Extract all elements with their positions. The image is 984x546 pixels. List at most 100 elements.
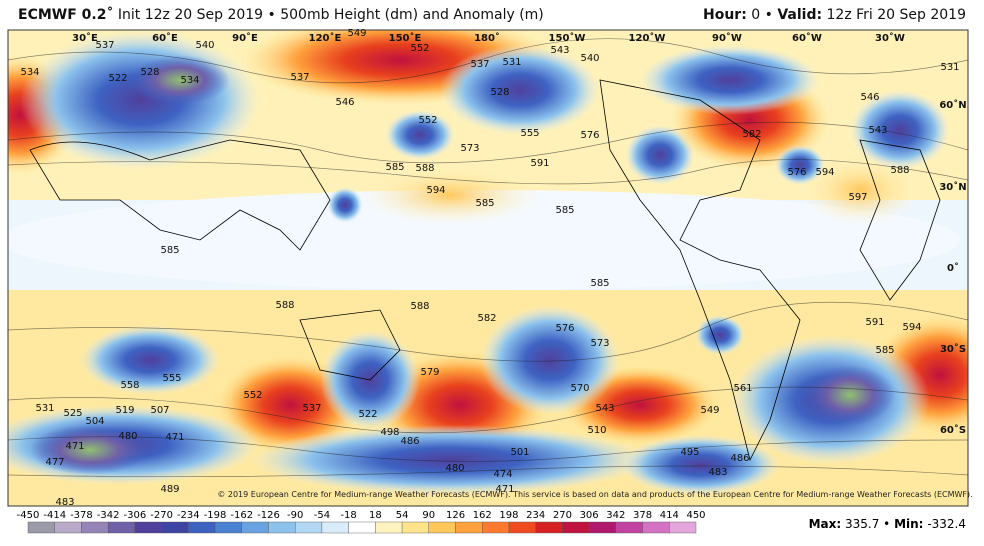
contour-label: 528 — [140, 67, 159, 78]
colorbar-segment — [642, 521, 670, 534]
height-contours — [8, 38, 968, 478]
colorbar-tick-label: -18 — [340, 510, 356, 521]
colorbar-segment — [348, 521, 376, 534]
colorbar-segment — [455, 521, 483, 534]
contour-label: 531 — [502, 57, 521, 68]
longitude-label: 30˚E — [72, 32, 98, 44]
contour-label: 558 — [120, 380, 139, 391]
stats: Max: 335.7 • Min: -332.4 — [809, 514, 966, 534]
contour-label: 576 — [787, 167, 806, 178]
hour: 0 • — [751, 7, 773, 23]
contour-label: 546 — [860, 92, 879, 103]
colorbar-segment — [107, 521, 136, 534]
contour-label: 570 — [570, 383, 589, 394]
longitude-label: 150˚E — [389, 32, 422, 44]
contour-label: 483 — [708, 467, 727, 478]
contour-label: 537 — [290, 72, 309, 83]
colorbar-segment — [134, 521, 162, 534]
colorbar-tick-label: 234 — [526, 510, 545, 521]
contour-label: 537 — [95, 40, 114, 51]
contour-label: 519 — [115, 405, 134, 416]
contour-label: 585 — [590, 278, 609, 289]
colorbar-segment — [508, 521, 536, 534]
contour-label: 588 — [415, 163, 434, 174]
colorbar-tick-label: 306 — [580, 510, 599, 521]
contour-label: 537 — [302, 403, 321, 414]
colorbar-tick-label: -306 — [124, 510, 147, 521]
colorbar-segment — [188, 521, 216, 534]
contour-label: 474 — [493, 469, 512, 480]
anomaly-field — [8, 30, 968, 506]
colorbar-segment — [482, 521, 510, 534]
colorbar-segment — [268, 521, 296, 534]
colorbar-segment — [401, 521, 429, 534]
contour-label: 591 — [530, 158, 549, 169]
colorbar-tick-label: 90 — [422, 510, 435, 521]
contour-label: 594 — [815, 167, 834, 178]
contour-label: 471 — [165, 432, 184, 443]
contour-label: 471 — [495, 484, 514, 495]
contour-label: 573 — [460, 143, 479, 154]
max: 335.7 • — [845, 517, 891, 531]
colorbar-segment — [669, 521, 697, 534]
colorbar-tick-label: 18 — [369, 510, 382, 521]
contour-label: 555 — [162, 373, 181, 384]
colorbar-segment — [295, 521, 323, 534]
contour-label: 486 — [730, 453, 749, 464]
colorbar-segment — [54, 521, 82, 534]
contour-label: 549 — [347, 28, 366, 39]
contour-label: 540 — [580, 53, 599, 64]
contour-label: 549 — [700, 405, 719, 416]
contour-label: 585 — [385, 162, 404, 173]
contour-label: 507 — [150, 405, 169, 416]
contour-label: 585 — [555, 205, 574, 216]
latitude-label: 60˚S — [940, 424, 966, 436]
colorbar-segment — [321, 521, 349, 534]
contour-label: 579 — [420, 367, 439, 378]
contour-label: 585 — [160, 245, 179, 256]
colorbar-tick-label: 126 — [446, 510, 465, 521]
contour-label: 591 — [865, 317, 884, 328]
contour-label: 534 — [20, 67, 39, 78]
contour-label: 588 — [890, 165, 909, 176]
contour-label: 561 — [733, 383, 752, 394]
colorbar-tick-label: -198 — [204, 510, 227, 521]
colorbar-tick-label: -126 — [257, 510, 280, 521]
coastlines — [29, 79, 941, 462]
colorbar-tick-label: -162 — [230, 510, 253, 521]
colorbar-segment — [81, 521, 109, 534]
colorbar-tick-label: 342 — [606, 510, 625, 521]
contour-label: 480 — [445, 463, 464, 474]
contour-label: 582 — [477, 313, 496, 324]
contour-label: 552 — [410, 43, 429, 54]
init: Init 12z 20 Sep 2019 • 500mb Height (dm)… — [117, 7, 544, 23]
min-label: Min: — [894, 517, 924, 531]
max-label: Max: — [808, 517, 842, 531]
contour-label: 510 — [587, 425, 606, 436]
contour-label: 543 — [595, 403, 614, 414]
colorbar-segment — [562, 521, 590, 534]
latitude-label: 60˚N — [939, 99, 966, 111]
hour-label: Hour: — [702, 7, 747, 23]
header: ECMWF 0.2˚ Init 12z 20 Sep 2019 • 500mb … — [0, 0, 984, 30]
contour-label: 531 — [940, 62, 959, 73]
contour-label: 486 — [400, 436, 419, 447]
contour-label: 588 — [275, 300, 294, 311]
contour-label: 543 — [550, 45, 569, 56]
colorbar-segment — [214, 521, 242, 534]
colorbar-segment — [161, 521, 189, 534]
colorbar-tick-label: -234 — [177, 510, 200, 521]
colorbar-tick-label: 198 — [499, 510, 518, 521]
colorbar-tick-label: 378 — [633, 510, 652, 521]
map-frame — [7, 29, 969, 507]
header-left: ECMWF 0.2˚ Init 12z 20 Sep 2019 • 500mb … — [18, 0, 544, 30]
contour-label: 576 — [580, 130, 599, 141]
colorbar-tick-label: 270 — [553, 510, 572, 521]
colorbar-tick-label: 450 — [686, 510, 705, 521]
contour-label: 552 — [243, 390, 262, 401]
contour-label: 471 — [65, 441, 84, 452]
colorbar-segment — [428, 521, 456, 534]
colorbar-tick-label: 54 — [396, 510, 409, 521]
latitude-label: 0˚ — [947, 262, 959, 274]
